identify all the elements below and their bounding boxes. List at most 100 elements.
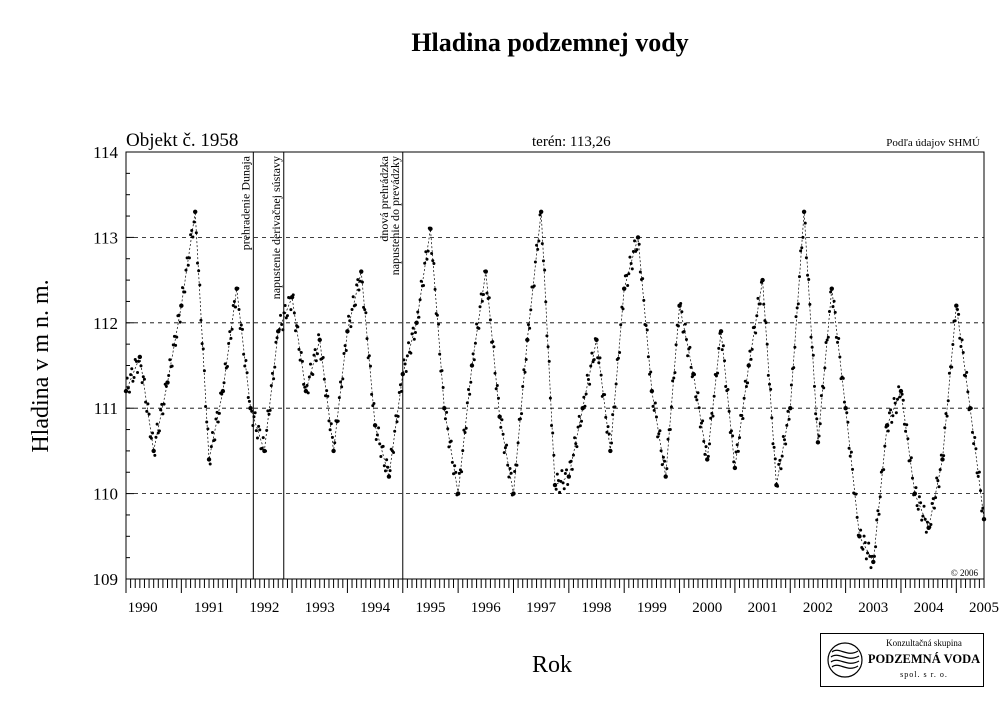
data-point-interpolated xyxy=(129,373,133,377)
data-point xyxy=(608,448,613,454)
data-point-interpolated xyxy=(400,389,404,393)
data-point-interpolated xyxy=(934,496,938,500)
data-point-interpolated xyxy=(324,394,328,398)
data-point-interpolated xyxy=(201,347,205,351)
data-point-interpolated xyxy=(800,246,804,250)
data-point-interpolated xyxy=(574,442,578,446)
data-point-interpolated xyxy=(478,305,482,309)
data-point-interpolated xyxy=(435,313,439,317)
data-point-interpolated xyxy=(951,343,955,347)
data-point-interpolated xyxy=(689,365,693,369)
data-point-interpolated xyxy=(561,481,565,485)
data-point-interpolated xyxy=(450,460,454,464)
data-point-interpolated xyxy=(556,478,560,482)
data-point-interpolated xyxy=(255,436,259,440)
data-point-interpolated xyxy=(925,520,929,524)
data-point-interpolated xyxy=(724,384,728,388)
data-point-interpolated xyxy=(658,429,662,433)
data-point-interpolated xyxy=(837,337,841,341)
data-point-interpolated xyxy=(848,454,852,458)
event-label: prehradenie Dunaja xyxy=(238,155,252,250)
data-point-interpolated xyxy=(196,261,199,265)
data-point-interpolated xyxy=(398,383,402,387)
data-point-interpolated xyxy=(446,427,450,431)
data-point-interpolated xyxy=(225,364,229,368)
data-point-interpolated xyxy=(453,464,457,468)
data-point-interpolated xyxy=(243,364,247,368)
data-point-interpolated xyxy=(216,420,220,424)
data-point-interpolated xyxy=(250,409,254,413)
y-tick-label: 110 xyxy=(93,485,118,504)
plot-frame xyxy=(125,151,985,580)
data-point-interpolated xyxy=(507,475,511,479)
data-point-interpolated xyxy=(822,386,826,390)
data-point-interpolated xyxy=(697,406,701,410)
data-point-interpolated xyxy=(807,278,811,282)
data-point-interpolated xyxy=(438,352,442,356)
data-point-interpolated xyxy=(770,416,774,420)
data-point-interpolated xyxy=(684,337,688,341)
data-point-interpolated xyxy=(803,221,807,225)
data-point-interpolated xyxy=(279,313,283,317)
data-point-interpolated xyxy=(814,412,818,416)
data-point-interpolated xyxy=(959,345,963,349)
data-point-interpolated xyxy=(766,373,770,377)
data-point-interpolated xyxy=(735,443,739,447)
data-point-interpolated xyxy=(721,344,725,348)
data-point-interpolated xyxy=(902,422,906,426)
data-point-interpolated xyxy=(931,497,935,501)
data-point-interpolated xyxy=(897,385,901,389)
data-point-interpolated xyxy=(846,420,850,424)
data-point-interpolated xyxy=(416,310,420,314)
chart-title: Hladina podzemnej vody xyxy=(411,28,689,57)
data-point-interpolated xyxy=(889,408,893,412)
data-point-interpolated xyxy=(296,325,300,329)
data-point-interpolated xyxy=(501,432,505,436)
data-point-interpolated xyxy=(801,235,805,239)
data-point-interpolated xyxy=(862,534,866,538)
data-point-interpolated xyxy=(796,302,800,306)
data-point-interpolated xyxy=(863,541,867,545)
data-point xyxy=(497,414,502,419)
data-point-interpolated xyxy=(743,379,747,383)
data-point-interpolated xyxy=(396,414,400,418)
data-point-interpolated xyxy=(936,479,940,483)
data-point-interpolated xyxy=(701,419,705,423)
y-tick-label: 109 xyxy=(93,570,119,589)
data-point-interpolated xyxy=(849,450,853,454)
data-point-interpolated xyxy=(648,372,652,376)
data-point xyxy=(718,329,724,334)
data-point-interpolated xyxy=(550,423,554,427)
water-wave-icon xyxy=(827,642,863,678)
data-point-interpolated xyxy=(596,356,600,360)
data-point-interpolated xyxy=(321,355,325,359)
data-point-interpolated xyxy=(488,318,492,322)
data-point-interpolated xyxy=(829,290,833,294)
data-point-interpolated xyxy=(635,248,639,252)
data-point-interpolated xyxy=(744,385,748,389)
data-point-interpolated xyxy=(425,257,429,261)
data-point-interpolated xyxy=(554,487,558,491)
data-point-interpolated xyxy=(923,517,927,521)
data-point-interpolated xyxy=(342,351,346,355)
data-point-interpolated xyxy=(518,417,522,421)
ticks: 109 110 111 112 113 114 1990 1991 1992 1993 1994 19… xyxy=(93,143,1000,616)
data-point-interpolated xyxy=(340,385,344,389)
data-point-interpolated xyxy=(666,437,670,441)
data-point-interpolated xyxy=(131,379,135,383)
data-point-interpolated xyxy=(209,445,213,449)
data-point-interpolated xyxy=(502,451,506,455)
data-point-interpolated xyxy=(300,359,304,363)
data-point-interpolated xyxy=(806,273,810,277)
data-point-interpolated xyxy=(194,231,198,235)
data-point-interpolated xyxy=(430,252,434,256)
data-point-interpolated xyxy=(213,438,217,442)
data-point-interpolated xyxy=(930,501,934,505)
data-point-interpolated xyxy=(445,410,449,414)
data-point-interpolated xyxy=(409,351,413,355)
data-point-interpolated xyxy=(205,420,209,424)
data-point-interpolated xyxy=(957,312,961,316)
data-point-interpolated xyxy=(673,371,677,375)
data-point-interpolated xyxy=(337,396,341,400)
data-point-interpolated xyxy=(344,349,348,353)
